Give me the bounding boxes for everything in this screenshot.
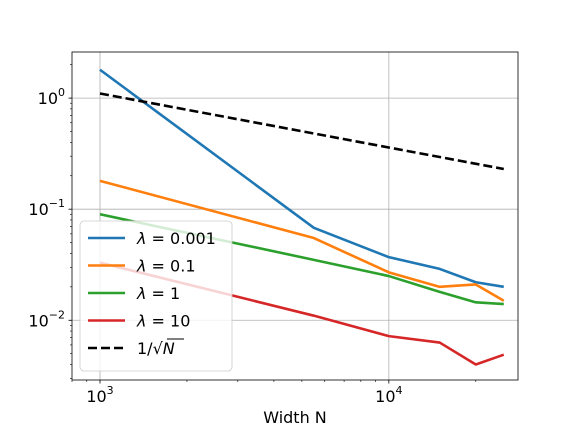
legend-entry-1: λ = 0.1 — [136, 257, 196, 276]
y-tick-label: 10−2 — [28, 308, 65, 330]
plot-frame — [71, 51, 519, 381]
y-tick-label: 100 — [38, 86, 65, 108]
y-axis-ticks: 100 10−1 10−2 — [28, 64, 72, 379]
series-line-3 — [99, 261, 505, 366]
series-line-2 — [99, 212, 504, 306]
y-tick-label: 10−1 — [28, 197, 65, 219]
x-axis-label: Width N — [263, 408, 327, 427]
series-line-1 — [99, 179, 505, 302]
legend-entry-4: 1/√N — [137, 339, 175, 358]
legend-entry-2: λ = 1 — [136, 284, 180, 303]
legend-entry-0: λ = 0.001 — [136, 229, 216, 248]
series-line-0 — [99, 68, 504, 289]
x-axis-ticks: 103 104 — [71, 380, 477, 406]
grid — [72, 52, 518, 380]
x-tick-label: 103 — [86, 384, 113, 406]
legend-box — [79, 220, 233, 372]
series-line-4 — [99, 92, 505, 171]
legend-entry-3: λ = 10 — [136, 312, 190, 331]
legend: λ = 0.001 λ = 0.1 λ = 1 λ = 10 1/√N — [79, 220, 233, 372]
x-tick-label: 104 — [375, 384, 402, 406]
series-layer — [99, 68, 505, 366]
